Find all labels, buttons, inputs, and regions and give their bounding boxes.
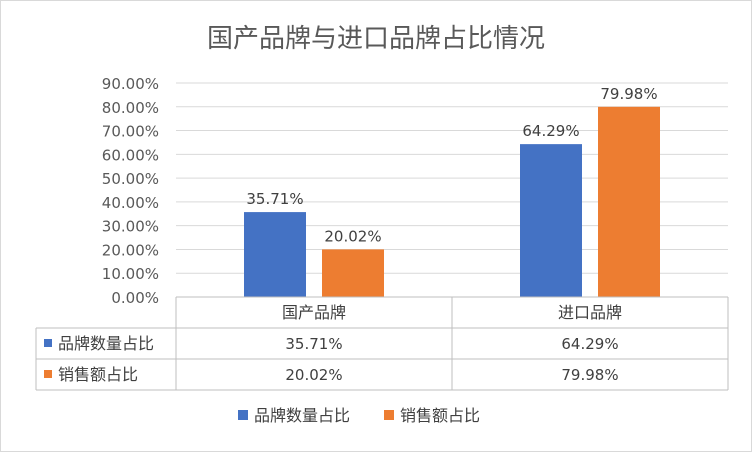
data-label: 79.98% (600, 85, 657, 103)
table-cell: 64.29% (561, 335, 618, 353)
data-label: 20.02% (324, 227, 381, 245)
legend: 品牌数量占比 销售额占比 (238, 406, 480, 425)
bar (244, 212, 306, 297)
legend-label: 品牌数量占比 (254, 406, 350, 425)
y-tick-label: 90.00% (102, 75, 159, 93)
data-labels: 35.71% 20.02% 64.29% 79.98% (246, 85, 657, 246)
table-cell: 79.98% (561, 366, 618, 384)
y-tick-label: 10.00% (102, 265, 159, 283)
legend-swatch (238, 410, 248, 420)
y-tick-label: 50.00% (102, 170, 159, 188)
y-tick-label: 40.00% (102, 194, 159, 212)
bars (244, 106, 660, 297)
category-label: 国产品牌 (282, 303, 346, 322)
y-tick-label: 60.00% (102, 146, 159, 164)
legend-swatch (384, 410, 394, 420)
bar (322, 249, 384, 297)
table-cell: 20.02% (285, 366, 342, 384)
y-tick-label: 30.00% (102, 218, 159, 236)
table-series-name: 销售额占比 (58, 365, 138, 384)
data-label: 64.29% (522, 122, 579, 140)
bar (520, 144, 582, 297)
y-tick-label: 20.00% (102, 241, 159, 259)
data-label: 35.71% (246, 190, 303, 208)
y-tick-label: 80.00% (102, 99, 159, 117)
legend-key-swatch (44, 339, 52, 347)
table-cell: 35.71% (285, 335, 342, 353)
category-label: 进口品牌 (558, 303, 622, 322)
y-axis-ticks: 0.00% 10.00% 20.00% 30.00% 40.00% 50.00% 60.00… (102, 75, 159, 307)
bar (598, 106, 660, 297)
y-tick-label: 0.00% (111, 289, 159, 307)
legend-label: 销售额占比 (400, 406, 480, 425)
table-series-name: 品牌数量占比 (58, 334, 154, 353)
legend-key-swatch (44, 370, 52, 378)
y-tick-label: 70.00% (102, 123, 159, 141)
chart-title: 国产品牌与进口品牌占比情况 (207, 24, 545, 54)
